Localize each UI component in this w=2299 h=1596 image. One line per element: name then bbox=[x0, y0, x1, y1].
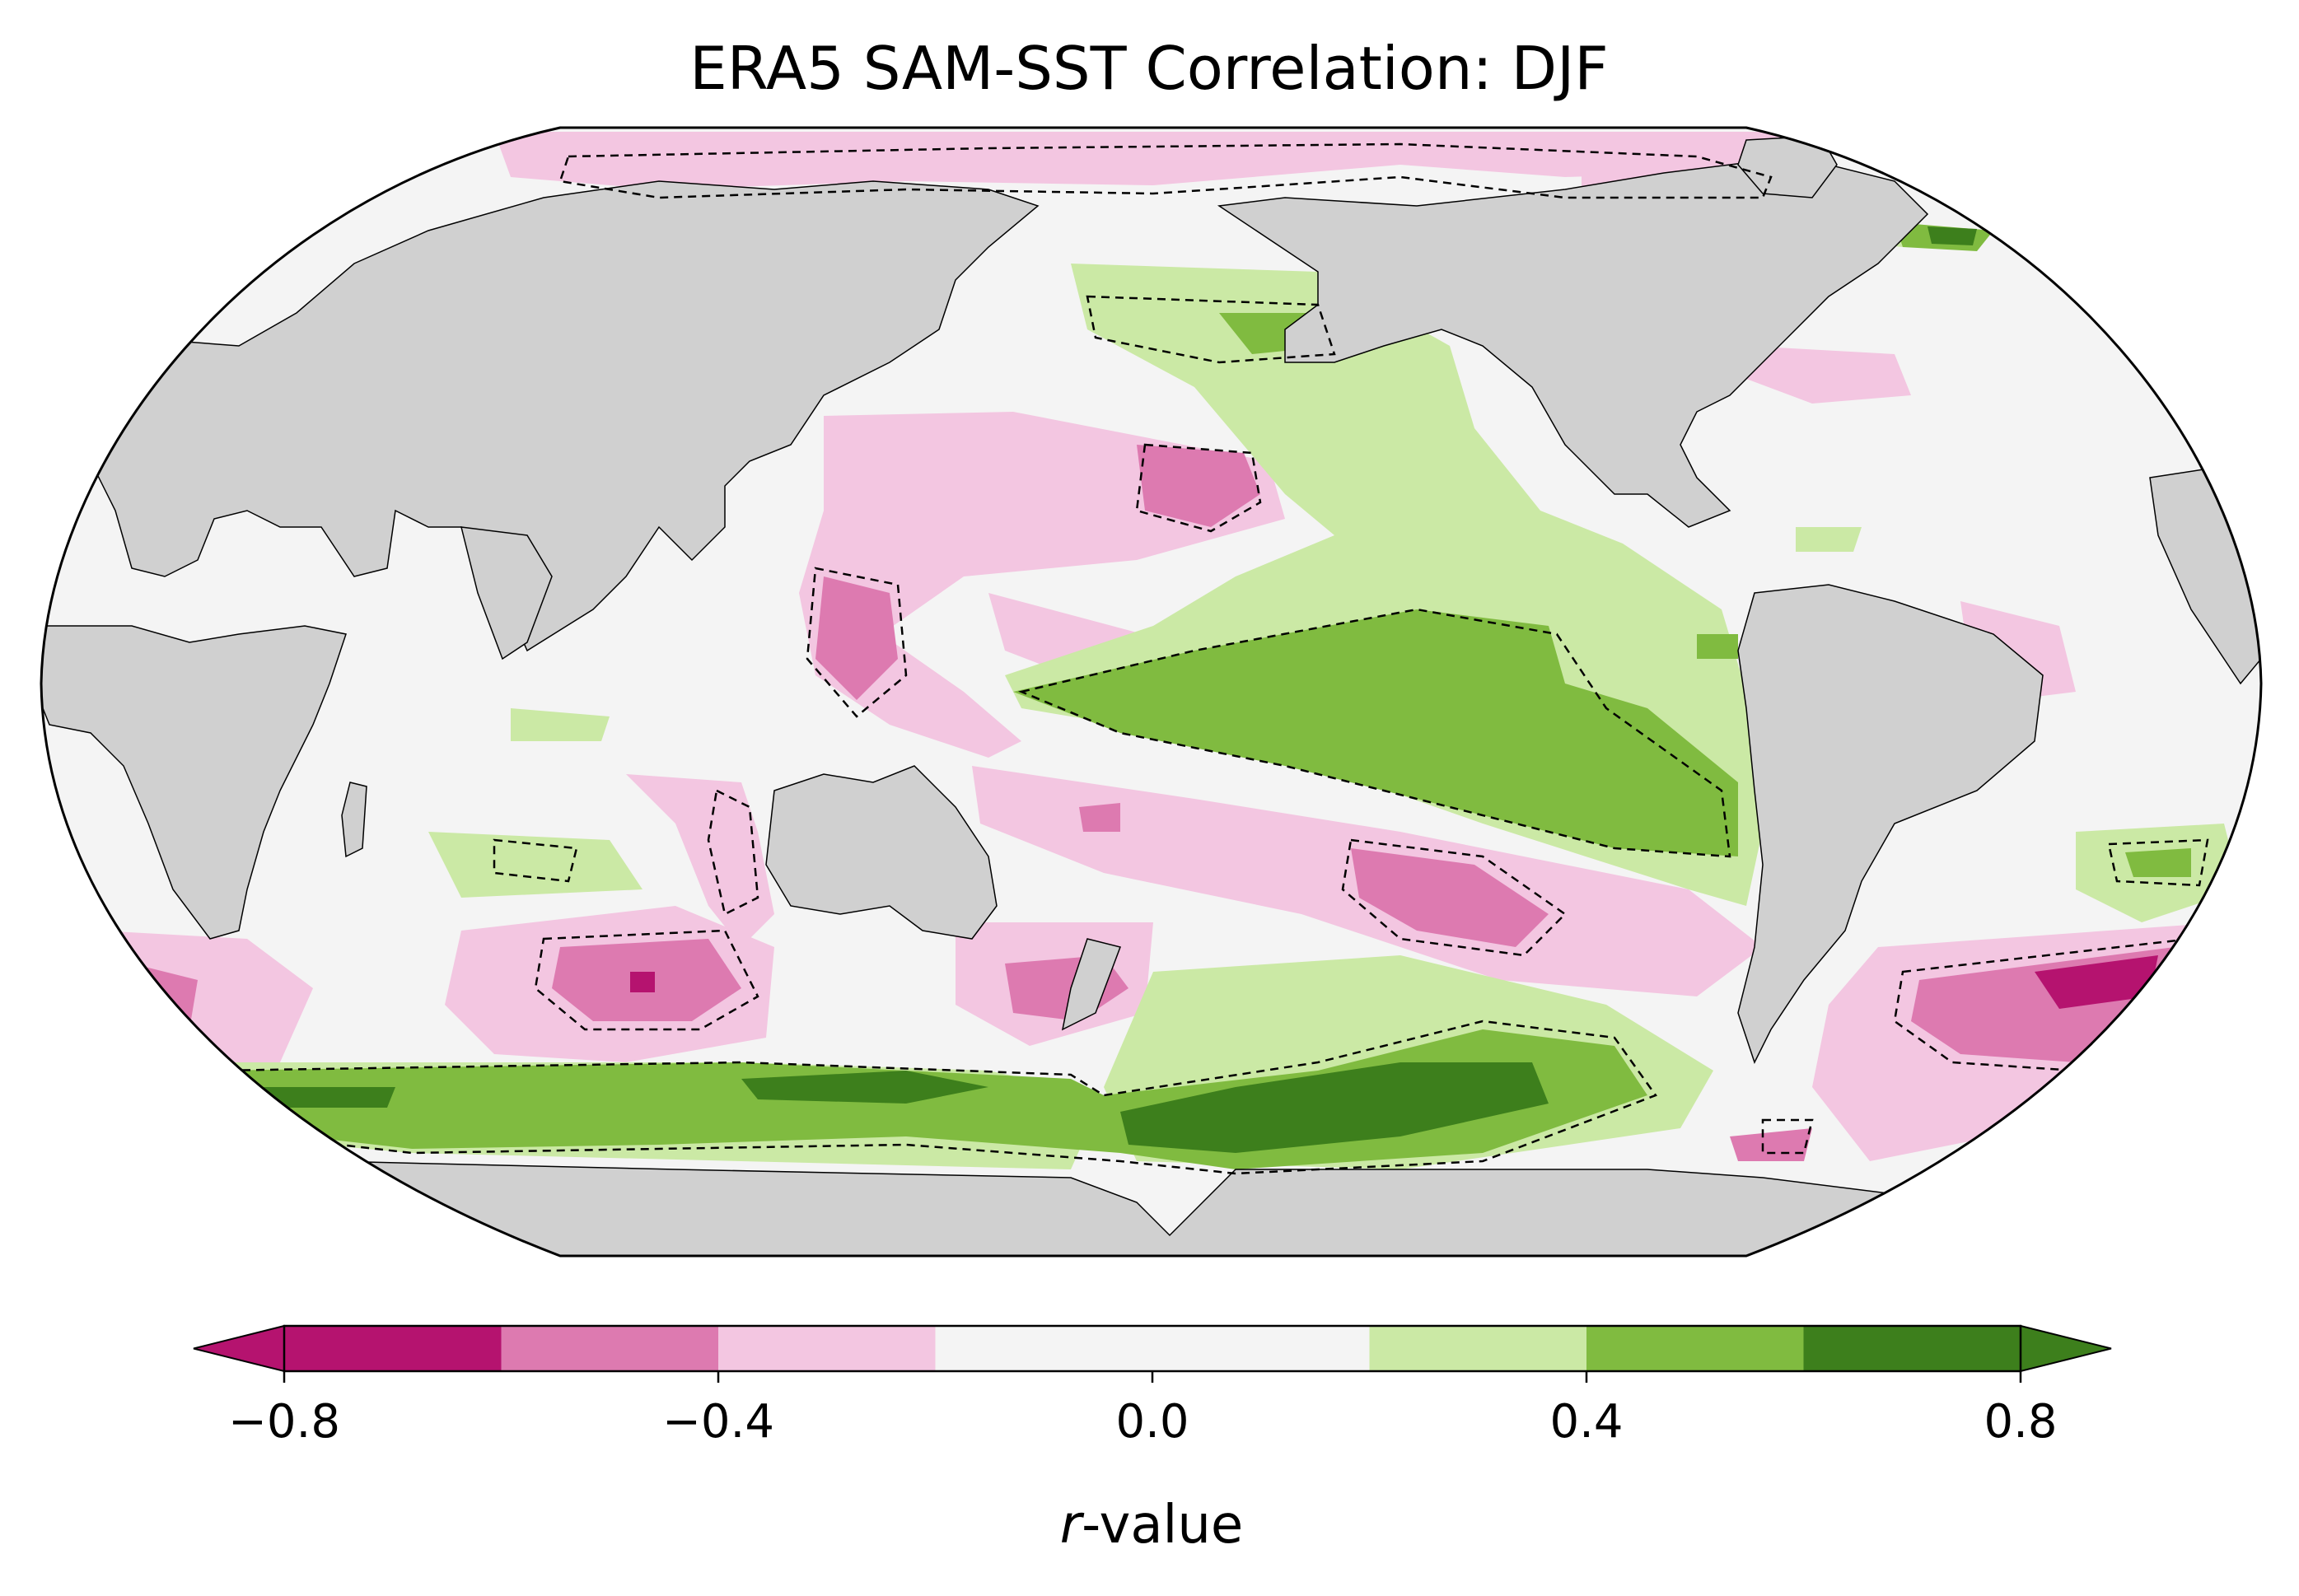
colorbar-bin bbox=[1803, 1326, 2021, 1371]
land-madagascar bbox=[341, 782, 367, 858]
colorbar-label-rest: -value bbox=[1082, 1495, 1243, 1556]
colorbar-bin bbox=[935, 1326, 1370, 1371]
globe-outline bbox=[40, 126, 2263, 1258]
colorbar: −0.8 −0.4 0.0 0.4 0.8 r-value bbox=[193, 1324, 2112, 1556]
land-australia bbox=[765, 765, 998, 940]
colorbar-label: r-value bbox=[1060, 1495, 1244, 1556]
land-masses bbox=[41, 135, 2261, 1256]
globe-map bbox=[41, 128, 2261, 1256]
land-india bbox=[460, 526, 553, 660]
colorbar-bin bbox=[501, 1326, 718, 1371]
land-new-zealand bbox=[1061, 938, 1121, 1031]
colorbar-label-r: r bbox=[1060, 1495, 1085, 1556]
colorbar-tick-label: −0.8 bbox=[228, 1395, 340, 1449]
positive-strong-regions bbox=[264, 226, 1977, 1153]
land-africa-west bbox=[41, 625, 347, 940]
colorbar-extend-over bbox=[2020, 1324, 2112, 1373]
colorbar-extend-under bbox=[193, 1324, 285, 1373]
land-antarctica bbox=[41, 1152, 2261, 1256]
land-eurasia bbox=[82, 180, 1040, 652]
colorbar-bin bbox=[1369, 1326, 1586, 1371]
colorbar-ticks: −0.8 −0.4 0.0 0.4 0.8 bbox=[228, 1371, 2058, 1449]
land-south-america bbox=[1737, 584, 2044, 1064]
colorbar-tick-label: 0.8 bbox=[1984, 1395, 2057, 1449]
significance-contours bbox=[213, 142, 2209, 1175]
colorbar-tick-label: 0.0 bbox=[1115, 1395, 1189, 1449]
colorbar-bin bbox=[1586, 1326, 1804, 1371]
map-title: ERA5 SAM-SST Correlation: DJF bbox=[689, 34, 1608, 103]
colorbar-bin bbox=[284, 1326, 502, 1371]
colorbar-tick-label: −0.4 bbox=[662, 1395, 774, 1449]
colorbar-bin bbox=[718, 1326, 936, 1371]
colorbar-tick-label: 0.4 bbox=[1549, 1395, 1623, 1449]
colorbar-bins bbox=[284, 1326, 2021, 1371]
